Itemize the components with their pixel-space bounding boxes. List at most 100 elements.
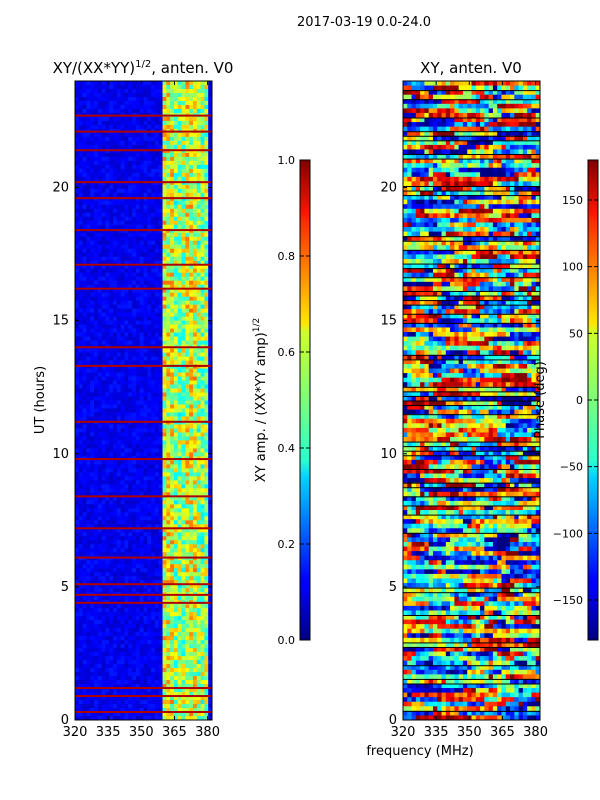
amp-heatmap-cell — [128, 492, 133, 497]
amp-heatmap-cell — [166, 436, 171, 441]
amp-heatmap-cell — [105, 232, 110, 238]
amp-heatmap-cell — [120, 104, 125, 110]
amp-heatmap-cell — [166, 372, 171, 377]
amp-heatmap-cell — [185, 296, 190, 302]
amp-heatmap-cell — [94, 268, 99, 274]
amp-heatmap-cell — [105, 296, 110, 302]
amp-heatmap-cell — [116, 324, 122, 330]
amp-heatmap-cell — [196, 260, 201, 266]
amp-heatmap-cell — [170, 588, 175, 593]
amp-heatmap-cell — [124, 296, 129, 302]
amp-heatmap-cell — [86, 472, 91, 477]
amp-heatmap-cell — [135, 572, 141, 577]
amp-heatmap-cell — [158, 468, 163, 473]
amp-heatmap-cell — [143, 424, 148, 429]
amp-heatmap-cell — [158, 220, 163, 226]
amp-heatmap-cell — [109, 384, 114, 389]
amp-heatmap-cell — [132, 160, 137, 166]
amp-heatmap-cell — [200, 108, 205, 114]
amp-heatmap-cell — [124, 340, 129, 345]
amp-heatmap-cell — [173, 404, 179, 409]
amp-heatmap-cell — [158, 300, 163, 306]
amp-heatmap-cell — [86, 264, 91, 270]
amp-heatmap-cell — [90, 416, 95, 421]
amp-heatmap-cell — [185, 560, 190, 565]
amp-heatmap-cell — [101, 584, 106, 589]
amp-heatmap-cell — [78, 416, 84, 421]
amp-heatmap-cell — [170, 448, 175, 453]
amp-heatmap-cell — [196, 332, 201, 337]
amp-heatmap-cell — [173, 372, 179, 377]
amp-heatmap-cell — [200, 384, 205, 389]
amp-heatmap-cell — [173, 320, 179, 326]
amp-heatmap-cell — [116, 624, 122, 629]
amp-heatmap-cell — [109, 628, 114, 633]
amp-heatmap-cell — [147, 236, 152, 242]
amp-heatmap-cell — [143, 232, 148, 238]
amp-heatmap-cell — [86, 480, 91, 485]
amp-heatmap-cell — [204, 412, 209, 417]
amp-heatmap-cell — [147, 500, 152, 505]
amp-heatmap-cell — [166, 452, 171, 457]
amp-heatmap-cell — [124, 472, 129, 477]
amp-heatmap-cell — [113, 416, 118, 421]
amp-heatmap-cell — [75, 216, 80, 222]
amp-heatmap-cell — [116, 236, 122, 242]
amp-heatmap-cell — [208, 96, 212, 102]
amp-heatmap-cell — [208, 424, 212, 429]
amp-heatmap-cell — [94, 160, 99, 166]
amp-heatmap-cell — [162, 532, 167, 537]
amp-heatmap-cell — [109, 120, 114, 126]
amp-heatmap-cell — [139, 412, 144, 417]
amp-heatmap-cell — [170, 140, 175, 146]
amp-heatmap-cell — [196, 628, 201, 633]
amp-heatmap-cell — [189, 104, 194, 110]
amp-heatmap-cell — [132, 516, 137, 521]
amp-heatmap-cell — [158, 568, 163, 573]
amp-heatmap-cell — [124, 324, 129, 330]
amp-heatmap-cell — [143, 372, 148, 377]
amp-heatmap-cell — [116, 436, 122, 441]
amp-heatmap-cell — [132, 260, 137, 266]
amp-heatmap-cell — [166, 188, 171, 194]
amp-heatmap-cell — [124, 216, 129, 222]
amp-heatmap-cell — [86, 500, 91, 505]
amp-heatmap-cell — [132, 568, 137, 573]
amp-heatmap-cell — [200, 300, 205, 306]
amp-heatmap-cell — [78, 372, 84, 377]
amp-heatmap-cell — [135, 96, 141, 102]
amp-heatmap-cell — [132, 296, 137, 302]
amp-heatmap-cell — [78, 340, 84, 345]
amp-heatmap-cell — [147, 324, 152, 330]
amp-heatmap-cell — [181, 472, 186, 477]
amp-heatmap-cell — [173, 256, 179, 262]
amp-heatmap-cell — [170, 388, 175, 393]
amp-heatmap-cell — [185, 576, 190, 581]
amp-heatmap-cell — [196, 428, 201, 433]
amp-heatmap-cell — [181, 152, 186, 158]
amp-heatmap-cell — [90, 436, 95, 441]
amp-heatmap-cell — [120, 392, 125, 397]
amp-heatmap-cell — [189, 560, 194, 565]
amp-heatmap-cell — [192, 124, 198, 130]
amp-heatmap-cell — [139, 372, 144, 377]
amp-heatmap-cell — [158, 284, 163, 290]
amp-heatmap-cell — [143, 352, 148, 357]
amp-heatmap-cell — [116, 360, 122, 365]
amp-heatmap-cell — [75, 424, 80, 429]
amp-heatmap-cell — [78, 284, 84, 290]
amp-heatmap-cell — [132, 292, 137, 298]
amp-heatmap-cell — [185, 444, 190, 449]
amp-heatmap-cell — [170, 376, 175, 381]
amp-heatmap-cell — [86, 332, 91, 337]
amp-heatmap-cell — [132, 396, 137, 401]
amp-heatmap-cell — [86, 208, 91, 214]
amp-heatmap-cell — [162, 132, 167, 138]
amp-heatmap-cell — [94, 532, 99, 537]
amp-heatmap-cell — [120, 284, 125, 290]
amp-heatmap-cell — [105, 620, 110, 625]
amp-heatmap-cell — [128, 484, 133, 489]
amp-heatmap-cell — [116, 572, 122, 577]
amp-heatmap-cell — [170, 264, 175, 270]
